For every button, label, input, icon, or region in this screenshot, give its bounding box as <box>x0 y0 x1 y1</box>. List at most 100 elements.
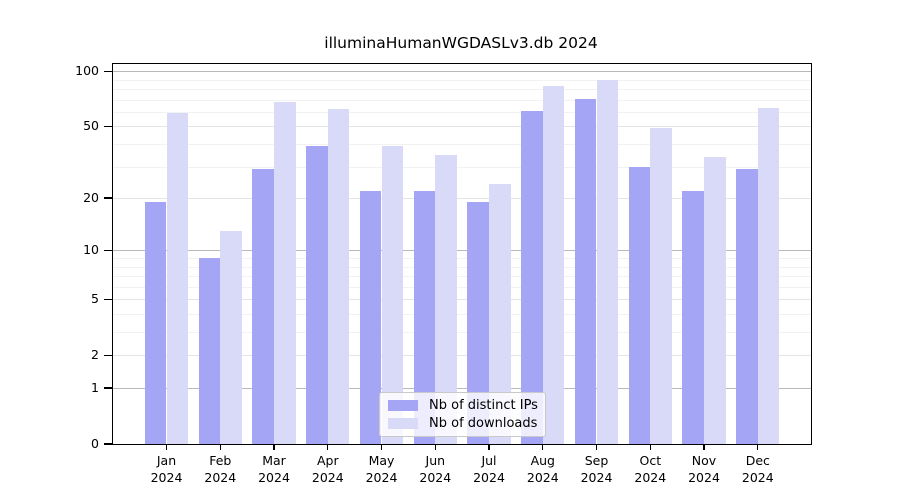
legend-item-distinct-ips: Nb of distinct IPs <box>388 398 538 413</box>
x-axis-label-year: 2024 <box>419 469 452 485</box>
y-axis-label-20: 20 <box>83 190 99 206</box>
gridline-y8 <box>113 266 811 268</box>
bar-downloads-jul <box>489 184 511 444</box>
bar-distinct-ips-mar <box>252 169 274 444</box>
x-axis-label-mar: Mar 2024 <box>242 453 306 486</box>
bar-distinct-ips-sep <box>574 98 597 444</box>
x-axis-label-oct: Oct 2024 <box>618 453 682 486</box>
x-axis-label-month: Dec <box>745 453 770 468</box>
x-axis-label-year: 2024 <box>526 469 559 485</box>
gridline-y80 <box>113 89 811 90</box>
gridline-y90 <box>113 79 811 81</box>
y-axis-label-1: 1 <box>91 380 99 395</box>
gridline-y60 <box>113 111 811 113</box>
legend-swatch-downloads <box>388 418 418 429</box>
y-axis-label-50: 50 <box>83 118 99 134</box>
gridline-y70 <box>113 99 811 101</box>
y-axis-tick-1 <box>103 387 112 389</box>
x-axis-tick-mar <box>273 444 275 450</box>
x-axis-label-sep: Sep 2024 <box>565 453 629 486</box>
x-axis-label-month: Aug <box>530 453 555 468</box>
x-axis-label-aug: Aug 2024 <box>511 453 575 486</box>
x-axis-tick-sep <box>595 444 598 450</box>
bar-downloads-apr <box>327 109 350 444</box>
x-axis-label-may: May 2024 <box>350 453 414 486</box>
x-axis-label-month: Oct <box>639 453 662 468</box>
x-axis-tick-nov <box>703 444 705 450</box>
legend-label-distinct-ips: Nb of distinct IPs <box>429 398 538 413</box>
x-axis-label-month: Jan <box>156 453 177 468</box>
bar-distinct-ips-nov <box>682 190 704 444</box>
bar-distinct-ips-may <box>359 190 382 444</box>
x-axis-label-year: 2024 <box>311 469 344 485</box>
y-axis-tick-5 <box>103 298 112 300</box>
x-axis-label-year: 2024 <box>204 469 237 485</box>
x-axis-tick-oct <box>649 444 651 450</box>
bar-distinct-ips-aug <box>521 110 543 444</box>
x-axis-label-month: Mar <box>262 453 286 468</box>
x-axis-tick-jun <box>434 444 436 450</box>
legend-swatch-distinct-ips <box>388 400 418 411</box>
bar-distinct-ips-jun <box>413 190 436 444</box>
x-axis-tick-feb <box>219 444 221 450</box>
x-axis-label-feb: Feb 2024 <box>188 453 252 486</box>
bar-distinct-ips-jul <box>467 202 489 444</box>
gridline-y4 <box>113 314 811 315</box>
chart-title: illuminaHumanWGDASLv3.db 2024 <box>324 34 598 52</box>
gridline-y50 <box>113 126 811 128</box>
bar-downloads-jan <box>166 113 189 444</box>
x-axis-label-month: Nov <box>691 453 717 468</box>
x-axis-label-nov: Nov 2024 <box>672 453 736 486</box>
x-axis-label-year: 2024 <box>258 469 290 485</box>
gridline-y6 <box>113 286 811 288</box>
bar-distinct-ips-dec <box>736 169 758 444</box>
bar-downloads-jun <box>435 154 457 444</box>
y-axis-tick-50 <box>103 125 112 127</box>
x-axis-label-month: Sep <box>584 453 609 468</box>
x-axis-label-year: 2024 <box>580 469 613 485</box>
bar-downloads-sep <box>596 79 619 444</box>
bar-downloads-dec <box>757 108 780 444</box>
bar-distinct-ips-oct <box>628 166 651 444</box>
gridline-y1 <box>113 388 811 389</box>
y-axis-tick-20 <box>103 197 112 199</box>
y-axis-tick-2 <box>103 354 112 356</box>
y-axis-label-0: 0 <box>91 436 99 451</box>
y-axis-label-2: 2 <box>91 347 99 363</box>
bar-downloads-feb <box>220 230 242 444</box>
x-axis-label-month: Jul <box>481 453 497 468</box>
x-axis-label-dec: Dec 2024 <box>726 453 790 486</box>
bar-downloads-nov <box>704 156 726 444</box>
y-axis-tick-100 <box>103 70 112 72</box>
x-axis-label-year: 2024 <box>150 469 183 485</box>
bar-downloads-may <box>381 146 404 444</box>
gridline-y40 <box>113 144 811 145</box>
x-axis-label-year: 2024 <box>741 469 774 485</box>
gridline-y20 <box>113 198 811 200</box>
gridline-y30 <box>113 166 811 168</box>
x-axis-label-year: 2024 <box>365 469 398 485</box>
y-axis-tick-10 <box>103 249 112 251</box>
y-axis-label-10: 10 <box>83 242 99 258</box>
x-axis-label-month: Feb <box>209 453 232 468</box>
x-axis-tick-may <box>380 444 383 450</box>
x-axis-label-month: Apr <box>316 453 339 468</box>
gridline-y5 <box>113 299 811 301</box>
gridline-y3 <box>113 332 811 333</box>
legend-label-downloads: Nb of downloads <box>429 416 538 431</box>
x-axis-label-month: Jun <box>425 453 446 468</box>
x-axis-label-year: 2024 <box>688 469 720 485</box>
gridline-y9 <box>113 258 811 259</box>
gridline-y100 <box>113 71 811 73</box>
y-axis-label-100: 100 <box>75 63 99 79</box>
x-axis-label-jan: Jan 2024 <box>135 453 199 486</box>
bar-distinct-ips-jan <box>144 202 167 444</box>
x-axis-tick-apr <box>327 444 329 450</box>
y-axis-label-5: 5 <box>91 291 99 307</box>
x-axis-label-year: 2024 <box>634 469 667 485</box>
plot-area: Nb of distinct IPs Nb of downloads Jan 20… <box>75 63 812 485</box>
y-axis-tick-0 <box>103 443 112 445</box>
x-axis-label-jul: Jul 2024 <box>457 453 521 486</box>
x-axis-tick-dec <box>757 444 759 450</box>
